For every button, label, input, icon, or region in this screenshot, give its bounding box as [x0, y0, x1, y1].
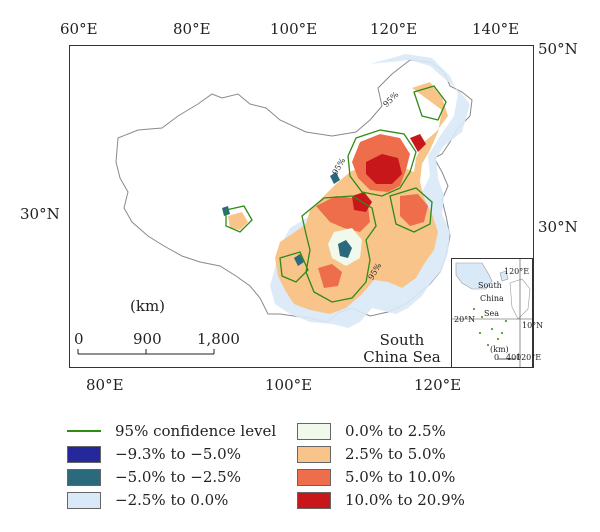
inset-lat-label: 20°N	[454, 315, 476, 324]
map-frame	[69, 45, 534, 368]
lon-label-top-140: 140°E	[472, 20, 520, 38]
lat-label-left-30: 30°N	[20, 205, 60, 223]
inset-coast	[455, 262, 493, 290]
inset-lon2-label: 120°E	[516, 353, 542, 362]
legend-swatch	[67, 468, 101, 486]
legend-label: 95% confidence level	[115, 422, 277, 440]
contour-northeast	[413, 85, 447, 121]
inset-unit-label: (km)	[490, 345, 509, 354]
inset-scale-400: 400	[506, 353, 522, 362]
legend-item-confidence: 95% confidence level	[67, 422, 276, 440]
region-darkred-1	[366, 154, 402, 184]
lon-label-top-100: 100°E	[270, 20, 318, 38]
south-china-sea-label: South China Sea	[363, 331, 441, 366]
china-map	[77, 54, 473, 355]
legend-label: −9.3% to −5.0%	[115, 445, 241, 463]
lat-label-right-50: 50°N	[538, 40, 578, 58]
scale-tick-1800: 1,800	[197, 330, 240, 348]
contour-north	[347, 129, 417, 197]
legend-swatch	[67, 445, 101, 463]
inset-sea-label-c: Sea	[484, 309, 499, 318]
legend-item: 5.0% to 10.0%	[297, 468, 455, 486]
inset-sea-label-b: China	[480, 294, 504, 303]
lat-label-right-30: 30°N	[538, 218, 578, 236]
region-teal-2	[294, 254, 304, 266]
legend-swatch	[297, 468, 331, 486]
legend-item: 0.0% to 2.5%	[297, 422, 446, 440]
legend-item: −5.0% to −2.5%	[67, 468, 241, 486]
inset-sea-label-a: South	[478, 281, 502, 290]
legend-item: −2.5% to 0.0%	[67, 491, 228, 509]
region-red-east	[400, 194, 428, 226]
contour-central	[301, 195, 377, 303]
inset-lat2-label: 10°N	[522, 321, 544, 330]
legend-label: 0.0% to 2.5%	[345, 422, 446, 440]
south-china-sea-inset: 120°E South China Sea 20°N 10°N (km) 0 4…	[451, 258, 543, 368]
inset-islands	[473, 308, 507, 346]
scale-tick-0: 0	[74, 330, 84, 348]
legend-swatch	[67, 491, 101, 509]
legend-item: 2.5% to 5.0%	[297, 445, 446, 463]
scale-bar	[77, 349, 215, 355]
inset-scale-0: 0	[494, 353, 500, 362]
contour-southwest	[279, 251, 309, 283]
inset-lon-label: 120°E	[504, 267, 530, 276]
legend-label: 5.0% to 10.0%	[345, 468, 456, 486]
region-darkred-3	[410, 134, 426, 152]
lon-label-top-80: 80°E	[173, 20, 211, 38]
anomaly-regions	[222, 54, 470, 328]
inset-island	[499, 270, 509, 282]
legend-swatch	[297, 422, 331, 440]
region-teal	[338, 240, 352, 258]
legend-item: 10.0% to 20.9%	[297, 491, 465, 509]
legend-item: −9.3% to −5.0%	[67, 445, 241, 463]
legend-label: 2.5% to 5.0%	[345, 445, 446, 463]
inset-map	[452, 259, 532, 367]
lon-label-bottom-120: 120°E	[414, 376, 462, 394]
legend-label: −5.0% to −2.5%	[115, 468, 241, 486]
legend-swatch	[297, 491, 331, 509]
legend-line-swatch	[67, 430, 101, 432]
lon-label-bottom-80: 80°E	[86, 376, 124, 394]
region-teal-4	[330, 172, 340, 184]
lon-label-top-60: 60°E	[60, 20, 98, 38]
region-red-south	[318, 264, 342, 288]
lon-label-bottom-100: 100°E	[265, 376, 313, 394]
contour-east	[389, 187, 433, 233]
confidence-contours	[225, 85, 447, 303]
lon-label-top-120: 120°E	[370, 20, 418, 38]
scale-tick-900: 900	[133, 330, 162, 348]
legend-swatch	[297, 445, 331, 463]
legend-label: 10.0% to 20.9%	[345, 491, 465, 509]
contour-west	[225, 205, 253, 233]
scale-unit-label: (km)	[130, 297, 166, 315]
region-orange-west	[228, 212, 248, 230]
legend-label: −2.5% to 0.0%	[115, 491, 229, 509]
